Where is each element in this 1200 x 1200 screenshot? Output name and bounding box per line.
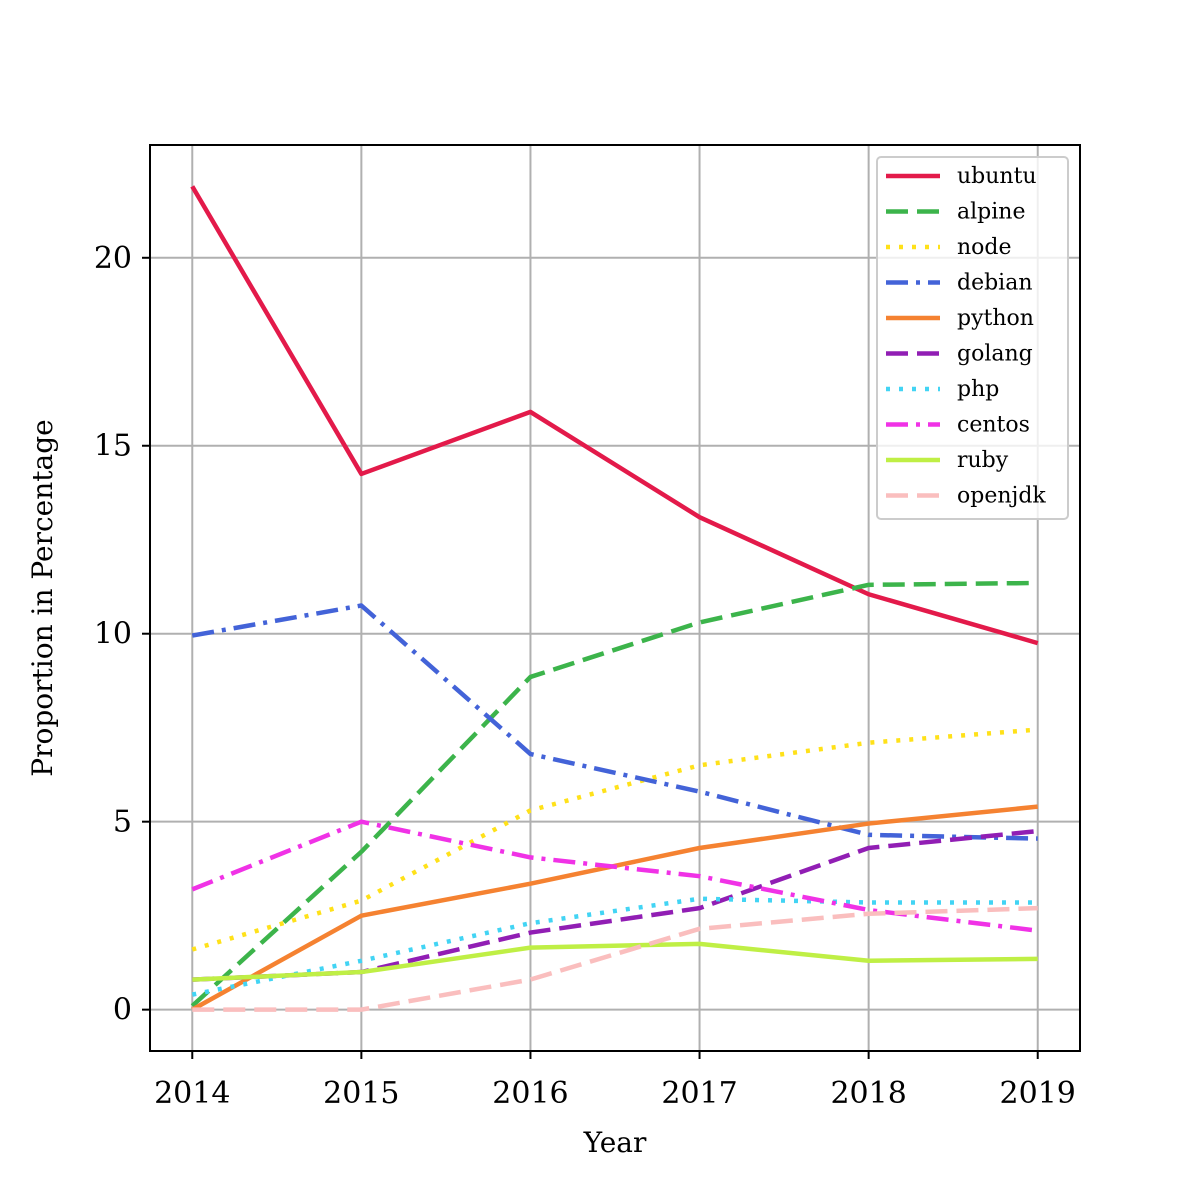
legend-label-openjdk: openjdk [957, 484, 1046, 509]
series-line-openjdk [192, 905, 1038, 1012]
x-tick-label: 2018 [830, 1076, 906, 1111]
legend-label-ruby: ruby [957, 448, 1009, 473]
x-tick-label: 2019 [1000, 1076, 1076, 1111]
legend-label-debian: debian [957, 271, 1033, 296]
y-tick-label: 0 [113, 993, 132, 1028]
legend-label-python: python [957, 306, 1034, 331]
legend-box [876, 156, 1069, 520]
x-tick-label: 2017 [661, 1076, 737, 1111]
series-line-php [191, 896, 1038, 997]
y-tick-label: 10 [94, 617, 132, 652]
series-line-ubuntu [190, 185, 1039, 646]
y-axis-label: Proportion in Percentage [26, 419, 59, 776]
y-tick-label: 20 [94, 241, 132, 276]
legend-label-node: node [957, 235, 1012, 260]
x-tick-label: 2016 [492, 1076, 568, 1111]
y-tick-label: 15 [94, 429, 132, 464]
x-axis-label: Year [583, 1126, 647, 1159]
plot-frame [149, 144, 1081, 1052]
legend: ubuntu alpine node debian python golang php cen… [876, 156, 1069, 520]
legend-label-alpine: alpine [957, 200, 1025, 225]
legend-label-php: php [957, 377, 999, 402]
series-line-debian [191, 603, 1038, 841]
y-tick-label: 5 [113, 805, 132, 840]
x-tick-label: 2015 [323, 1076, 399, 1111]
x-tick-label: 2014 [154, 1076, 230, 1111]
x-axis-ticks: 2014 2015 2016 2017 2018 2019 [154, 1051, 1076, 1111]
series-lines [190, 185, 1039, 1012]
legend-label-golang: golang [957, 342, 1033, 367]
legend-label-centos: centos [957, 413, 1030, 438]
y-axis-ticks: 0 5 10 15 20 [94, 241, 150, 1028]
legend-label-ubuntu: ubuntu [957, 164, 1037, 189]
series-line-node [191, 727, 1038, 952]
series-line-ruby [192, 941, 1038, 982]
series-line-alpine [190, 580, 1038, 1008]
